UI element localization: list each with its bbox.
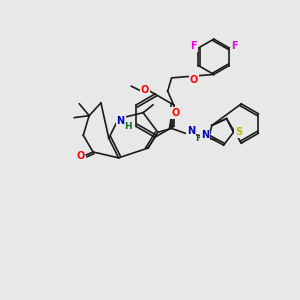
Text: O: O	[141, 85, 149, 95]
Text: O: O	[76, 151, 84, 161]
Text: N: N	[116, 116, 124, 126]
Text: H: H	[195, 134, 203, 143]
Text: N: N	[187, 126, 195, 136]
Text: O: O	[171, 108, 180, 118]
Text: N: N	[201, 130, 209, 140]
Text: S: S	[235, 127, 242, 137]
Text: F: F	[190, 41, 197, 51]
Text: F: F	[231, 41, 237, 51]
Text: O: O	[190, 75, 198, 85]
Text: H: H	[124, 122, 132, 131]
